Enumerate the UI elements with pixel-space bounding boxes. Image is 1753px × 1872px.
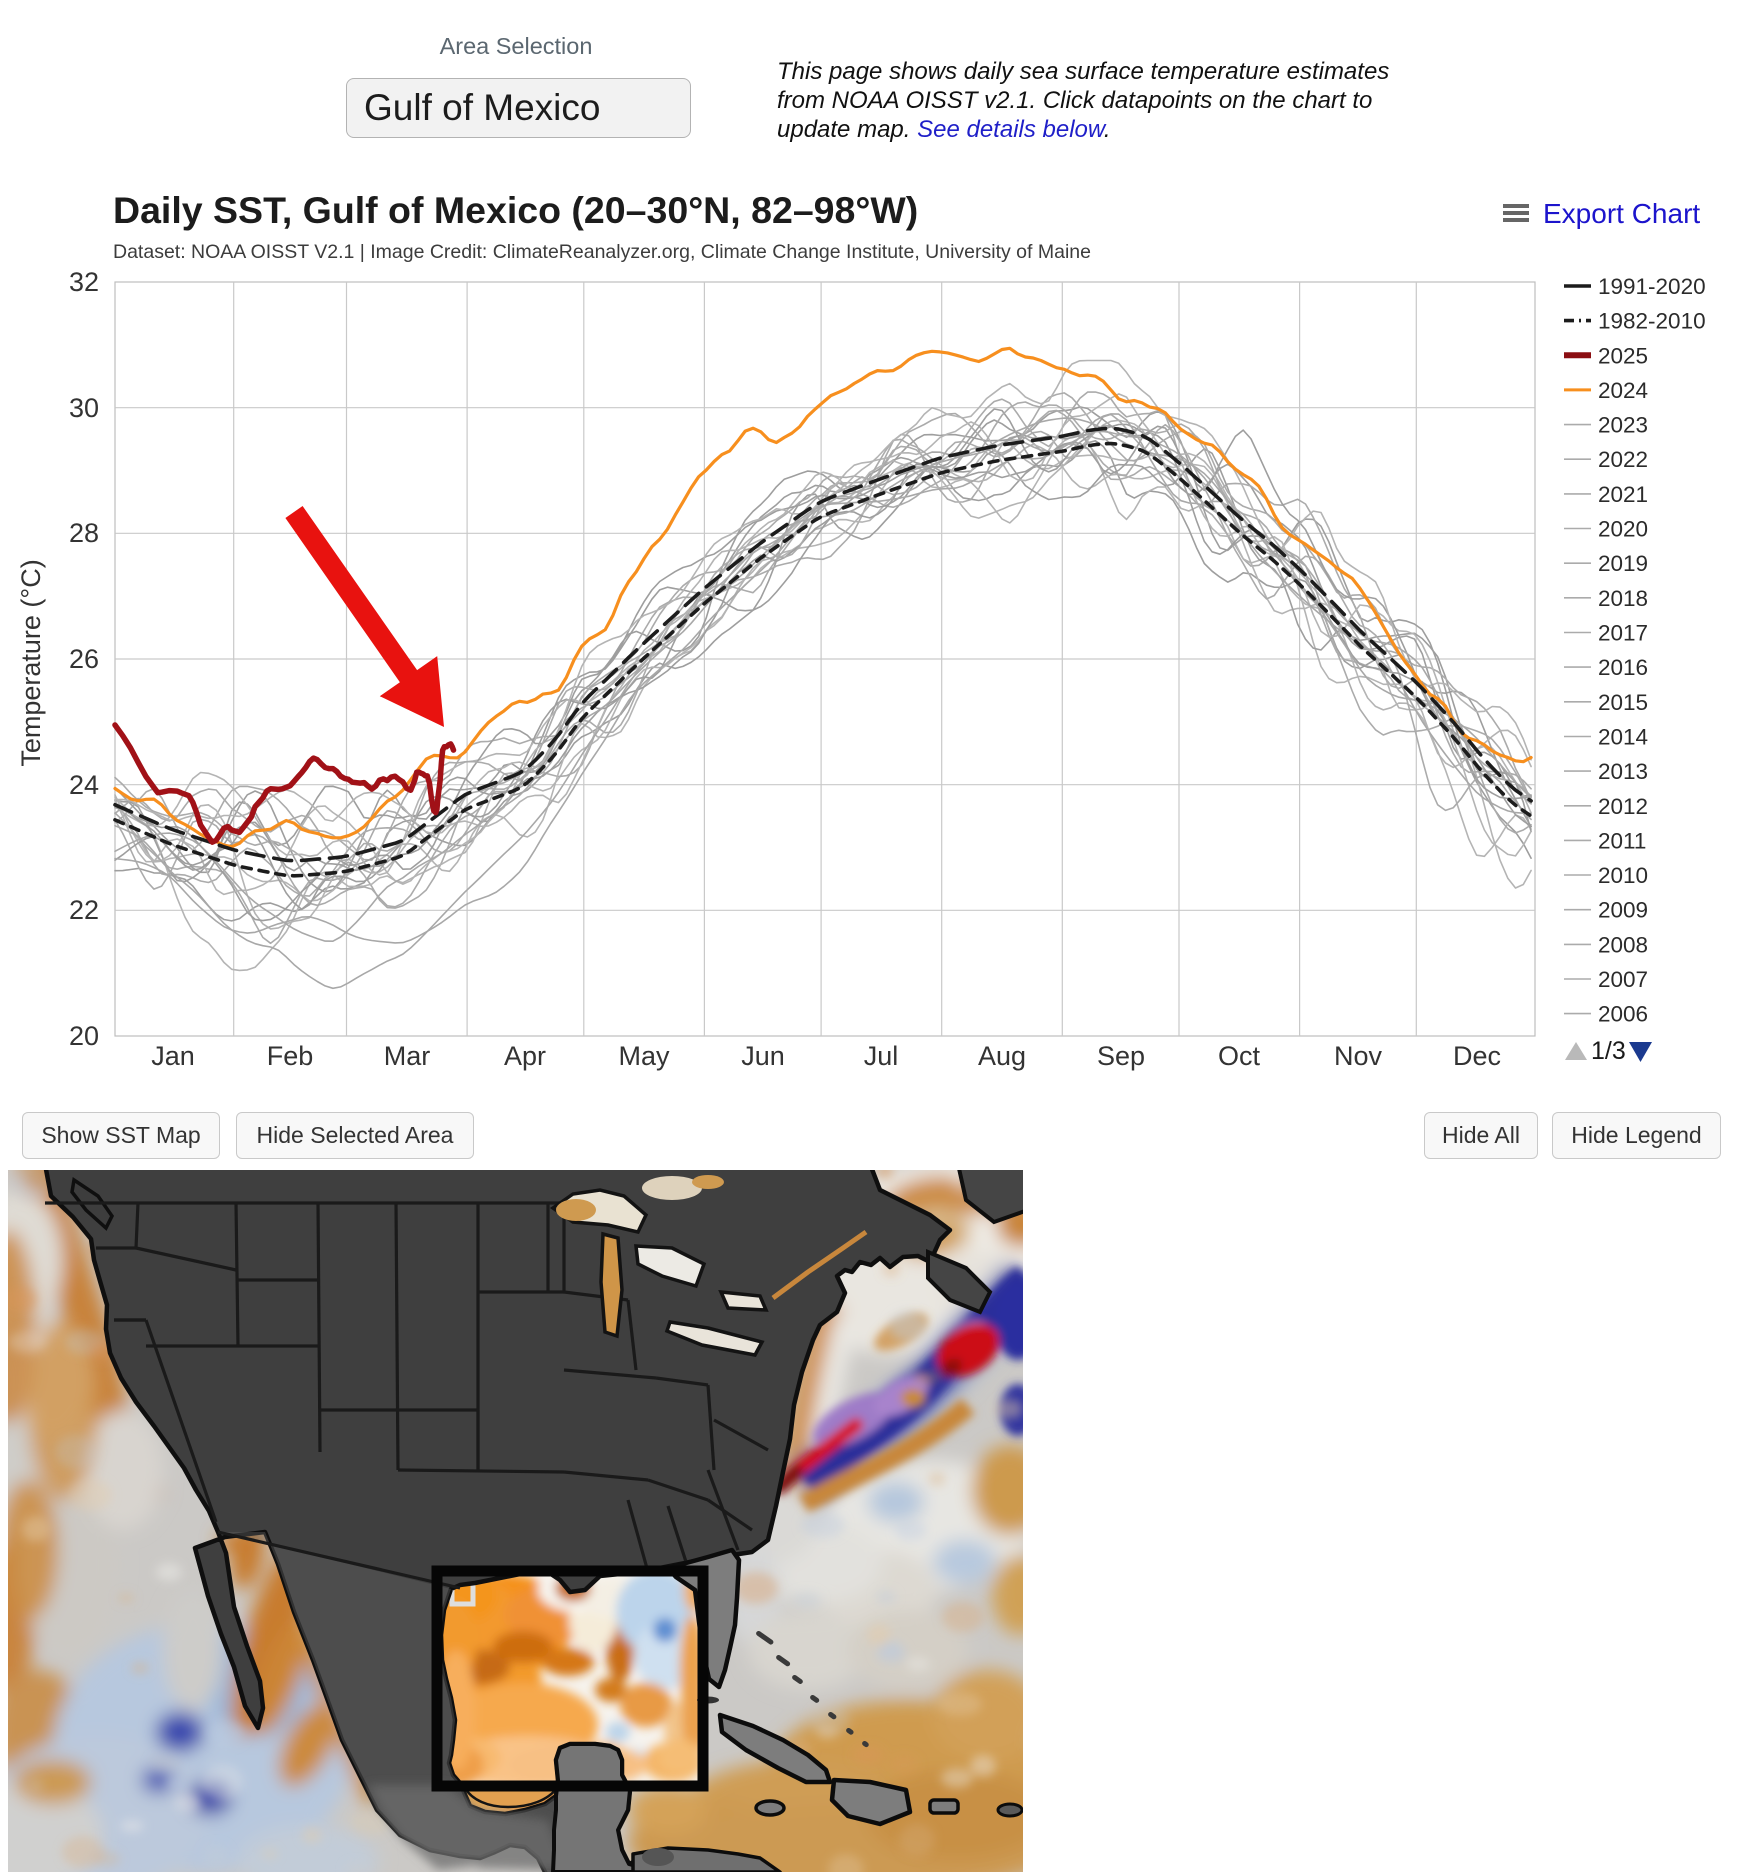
svg-text:2015: 2015 — [1598, 690, 1648, 715]
svg-text:1991-2020: 1991-2020 — [1598, 274, 1706, 299]
svg-text:2008: 2008 — [1598, 932, 1648, 957]
svg-text:May: May — [618, 1041, 670, 1071]
svg-text:2024: 2024 — [1598, 378, 1648, 403]
svg-text:32: 32 — [69, 267, 99, 297]
svg-text:Oct: Oct — [1218, 1041, 1261, 1071]
svg-text:2010: 2010 — [1598, 863, 1648, 888]
svg-text:2019: 2019 — [1598, 551, 1648, 576]
svg-text:Sep: Sep — [1097, 1041, 1145, 1071]
svg-text:2011: 2011 — [1598, 828, 1646, 853]
svg-text:1982-2010: 1982-2010 — [1598, 309, 1706, 334]
svg-text:2018: 2018 — [1598, 586, 1648, 611]
svg-text:Jan: Jan — [151, 1041, 195, 1071]
svg-text:Jul: Jul — [864, 1041, 899, 1071]
svg-text:24: 24 — [69, 770, 99, 800]
svg-text:Aug: Aug — [978, 1041, 1026, 1071]
svg-text:2006: 2006 — [1598, 1002, 1648, 1027]
svg-text:2013: 2013 — [1598, 759, 1648, 784]
svg-text:20: 20 — [69, 1021, 99, 1051]
svg-text:Feb: Feb — [267, 1041, 314, 1071]
svg-text:22: 22 — [69, 895, 99, 925]
svg-text:28: 28 — [69, 518, 99, 548]
svg-text:2023: 2023 — [1598, 413, 1648, 438]
svg-text:26: 26 — [69, 644, 99, 674]
svg-text:2016: 2016 — [1598, 655, 1648, 680]
svg-text:1/3: 1/3 — [1591, 1037, 1626, 1065]
svg-text:Mar: Mar — [384, 1041, 431, 1071]
svg-text:Nov: Nov — [1334, 1041, 1383, 1071]
svg-text:2022: 2022 — [1598, 447, 1648, 472]
svg-text:2009: 2009 — [1598, 898, 1648, 923]
svg-text:Dec: Dec — [1453, 1041, 1501, 1071]
svg-text:2020: 2020 — [1598, 517, 1648, 542]
svg-text:Apr: Apr — [504, 1041, 546, 1071]
svg-text:2012: 2012 — [1598, 794, 1648, 819]
svg-text:Temperature (°C): Temperature (°C) — [16, 559, 46, 766]
svg-text:2014: 2014 — [1598, 725, 1648, 750]
svg-text:30: 30 — [69, 393, 99, 423]
svg-text:2007: 2007 — [1598, 967, 1648, 992]
svg-text:2025: 2025 — [1598, 343, 1648, 368]
svg-text:2021: 2021 — [1598, 482, 1648, 507]
svg-text:Jun: Jun — [741, 1041, 785, 1071]
svg-text:2017: 2017 — [1598, 621, 1648, 646]
